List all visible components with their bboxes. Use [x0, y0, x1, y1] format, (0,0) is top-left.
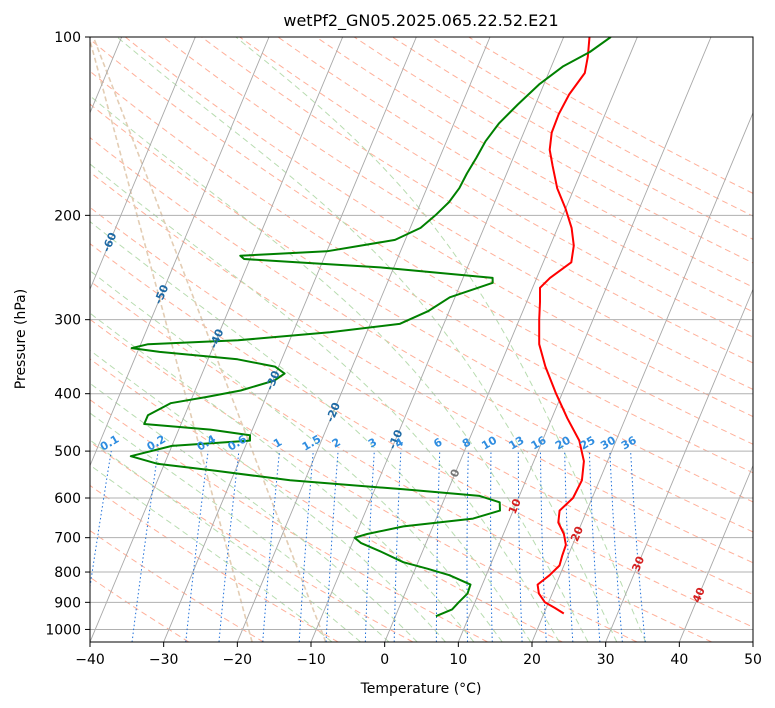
- moist-adiabat: [90, 163, 560, 642]
- isotherm-label: -70: [47, 181, 67, 205]
- mixing-ratio-line: [218, 451, 240, 642]
- y-tick-label: 800: [54, 565, 81, 581]
- chart-title: wetPf2_GN05.2025.065.22.52.E21: [283, 11, 558, 31]
- moist-adiabat: [90, 349, 446, 642]
- x-tick-label: 0: [380, 652, 389, 668]
- dry-adiabat: [90, 70, 753, 474]
- mixing-ratio-line: [630, 451, 646, 642]
- dewpoint-line: [129, 37, 612, 618]
- isotherm: [678, 464, 753, 642]
- x-axis-title: Temperature (°C): [360, 681, 482, 697]
- isotherm-label: 40: [690, 585, 708, 604]
- dry-adiabat: [90, 318, 638, 642]
- isotherm: [457, 37, 712, 642]
- y-tick-label: 200: [54, 208, 81, 224]
- dry-adiabat: [90, 484, 339, 642]
- y-axis-title: Pressure (hPa): [13, 289, 29, 389]
- isotherm: [90, 37, 344, 642]
- x-tick-label: −40: [75, 652, 105, 668]
- isotherm: [163, 37, 417, 642]
- y-tick-label: 500: [54, 444, 81, 460]
- dry-adiabat: [239, 37, 753, 338]
- mixing-ratio-line: [262, 451, 280, 642]
- isotherm-label: 10: [506, 497, 524, 516]
- dry-adiabat: [90, 358, 563, 642]
- isotherm-label: -80: [0, 133, 13, 157]
- moist-adiabat: [90, 464, 333, 642]
- mixing-ratio-line: [90, 451, 112, 590]
- axes: −40 −30 −20 −10 0 10 20 30 40 50 100 200 300 400 500 60…: [45, 30, 762, 668]
- isotherm-label: 30: [629, 554, 647, 573]
- x-tick-label: 40: [670, 652, 688, 668]
- dry-adiabat: [315, 37, 753, 288]
- x-tick-label: 30: [597, 652, 615, 668]
- isotherm: [605, 288, 753, 642]
- y-tick-label: 100: [54, 30, 81, 46]
- y-tick-label: 300: [54, 313, 81, 329]
- dry-adiabat: [90, 38, 753, 445]
- sounding-lines: [129, 37, 612, 618]
- outer-curve: [90, 37, 253, 642]
- dry-adiabat: [430, 37, 753, 217]
- y-tick-label: 700: [54, 531, 81, 547]
- moist-adiabat: [90, 95, 589, 642]
- isotherm: [531, 111, 753, 642]
- isotherm: [310, 37, 565, 642]
- y-tick-label: 1000: [45, 622, 81, 638]
- moist-adiabat: [90, 312, 475, 642]
- isotherm: [90, 37, 196, 291]
- dry-adiabat: [468, 37, 753, 194]
- x-tick-label: −10: [296, 652, 326, 668]
- dry-adiabat: [90, 441, 414, 642]
- isotherm: [752, 640, 753, 642]
- moist-adiabat: [90, 270, 503, 642]
- x-tick-label: 10: [449, 652, 467, 668]
- isotherm: [236, 37, 491, 642]
- moist-adiabat: [116, 37, 618, 642]
- x-tick-label: 50: [744, 652, 762, 668]
- isotherm-label: 20: [568, 524, 586, 543]
- dry-adiabat: [277, 37, 753, 313]
- temperature-line: [536, 37, 591, 615]
- dry-adiabat: [353, 37, 753, 264]
- dry-adiabat: [90, 171, 753, 564]
- x-tick-label: −30: [149, 652, 179, 668]
- mixing-ratio-line: [185, 451, 209, 642]
- outer-curve: [92, 37, 327, 642]
- y-tick-label: 600: [54, 491, 81, 507]
- dry-adiabat: [124, 37, 753, 418]
- y-tick-label: 900: [54, 595, 81, 611]
- background-lines: [90, 37, 753, 642]
- plot-frame: [89, 36, 754, 643]
- plot-background: [90, 37, 753, 642]
- moist-adiabat: [90, 412, 390, 642]
- moist-adiabat: [90, 382, 418, 642]
- dry-adiabat: [201, 37, 753, 364]
- dry-adiabat: [163, 37, 753, 390]
- dry-adiabat: [392, 37, 753, 240]
- moist-adiabat: [235, 37, 647, 642]
- dry-adiabat: [90, 206, 753, 596]
- isotherm: [384, 37, 638, 642]
- mixing-ratio-line: [131, 451, 159, 642]
- isotherm: [90, 37, 270, 467]
- y-tick-label: 400: [54, 387, 81, 403]
- x-tick-label: −20: [223, 652, 253, 668]
- x-tick-label: 20: [523, 652, 541, 668]
